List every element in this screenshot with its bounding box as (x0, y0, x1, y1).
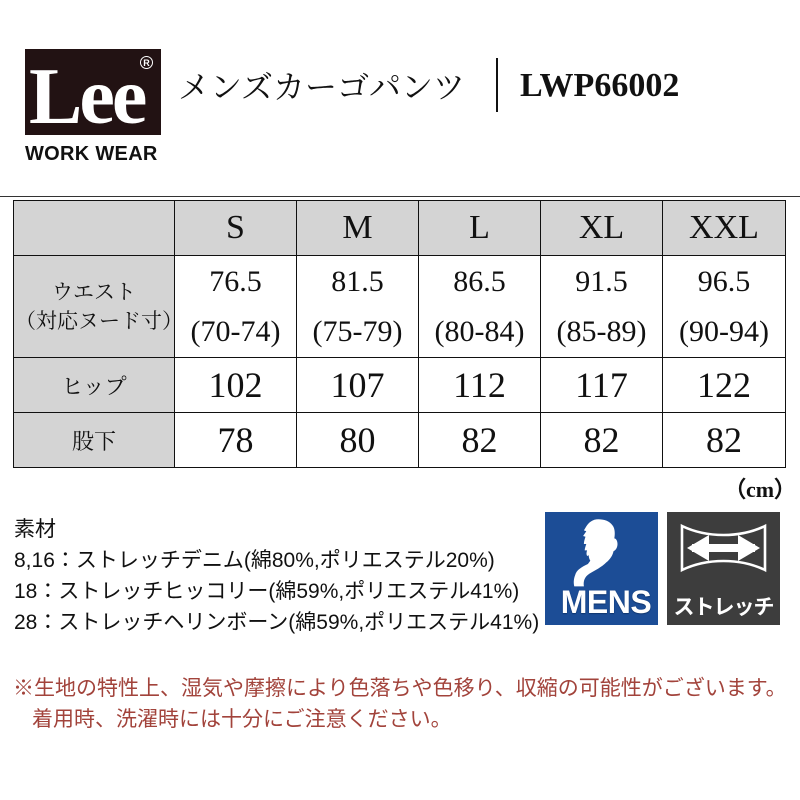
svg-text:Lee: Lee (29, 53, 146, 135)
